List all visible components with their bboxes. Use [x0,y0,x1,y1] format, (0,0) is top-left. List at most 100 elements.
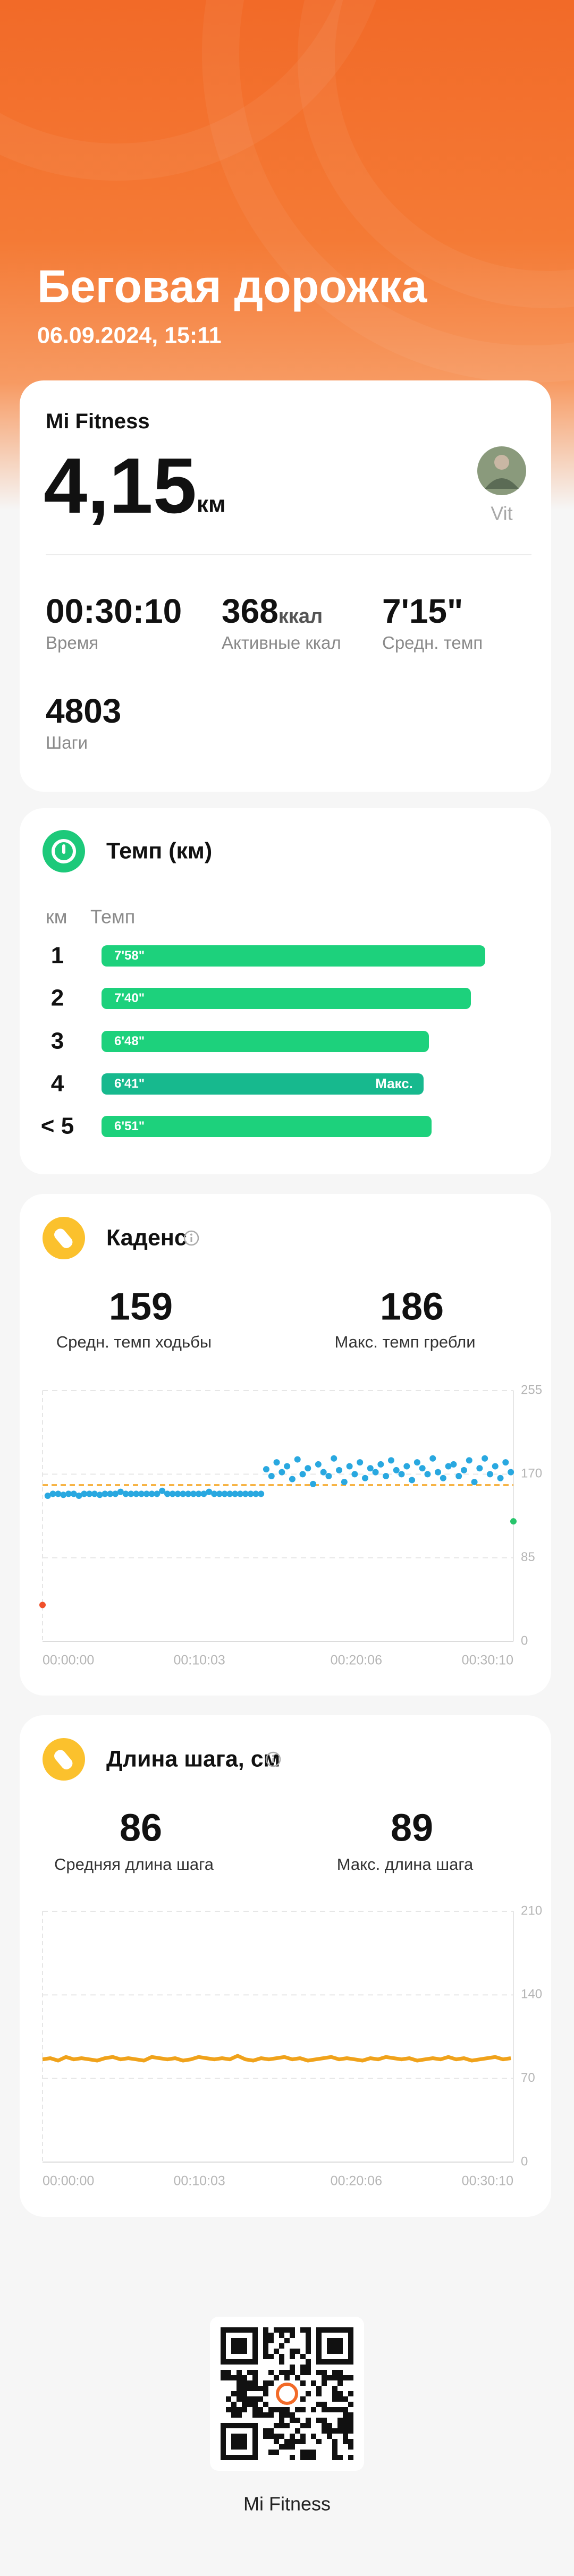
qr-module [221,2327,226,2333]
qr-module [327,2343,332,2349]
qr-module [226,2407,231,2412]
qr-module [348,2375,353,2380]
qr-module [268,2428,274,2434]
qr-module [332,2407,337,2412]
qr-module [348,2423,353,2428]
data-point [252,1490,259,1497]
section-title: Каденс [106,1225,187,1251]
page-title: Беговая дорожка [37,261,427,312]
qr-module [300,2434,306,2439]
cadence-chart: 0 85 170 255 00:00:00 00:10:03 00:20:06 00:30:1… [39,1383,542,1668]
y-tick-label: 140 [521,1987,542,2002]
qr-module [327,2349,332,2354]
qr-module [311,2450,316,2455]
data-point [143,1490,150,1497]
stride-icon [43,1738,85,1781]
qr-module [290,2365,295,2370]
data-point [164,1490,171,1497]
qr-module [300,2439,306,2444]
qr-module [284,2338,290,2343]
data-point [200,1490,207,1497]
qr-module [337,2338,343,2343]
qr-module [316,2359,322,2365]
qr-module [337,2455,343,2460]
qr-module [268,2354,274,2359]
qr-module [242,2439,247,2444]
qr-module [332,2396,337,2402]
section-title: Длина шага, см [106,1746,281,1772]
qr-module [279,2327,284,2333]
qr-module [268,2434,274,2439]
qr-module [252,2434,258,2439]
qr-module [306,2365,311,2370]
qr-module [306,2343,311,2349]
qr-module [252,2386,258,2391]
pace-label: 7'58" [114,948,145,963]
qr-module [252,2396,258,2402]
data-point [320,1469,327,1476]
qr-module [332,2391,337,2396]
qr-module [343,2396,348,2402]
qr-module [274,2375,279,2380]
qr-module [327,2359,332,2365]
qr-module [221,2375,226,2380]
qr-module [242,2444,247,2450]
qr-module [322,2423,327,2428]
qr-module [327,2428,332,2434]
qr-module [242,2349,247,2354]
qr-module [300,2354,306,2359]
qr-module [231,2327,237,2333]
data-point [39,1601,46,1608]
data-point [154,1490,161,1497]
qr-module [348,2391,353,2396]
qr-module [332,2428,337,2434]
qr-module [322,2402,327,2407]
qr-module [337,2396,343,2402]
qr-module [252,2343,258,2349]
data-point [268,1473,275,1480]
qr-module [327,2407,332,2412]
stat-value: 86 [119,1807,163,1850]
data-point [180,1490,187,1497]
qr-module [221,2428,226,2434]
qr-module [284,2439,290,2444]
data-point [185,1490,192,1497]
qr-module [242,2359,247,2365]
qr-module [322,2380,327,2386]
qr-module [242,2380,247,2386]
qr-module [237,2343,242,2349]
qr-module [300,2423,306,2428]
qr-module [247,2423,252,2428]
qr-module [279,2434,284,2439]
qr-module [242,2455,247,2460]
data-point [195,1490,202,1497]
data-point [377,1461,384,1468]
data-point [299,1471,306,1478]
data-point [65,1490,72,1497]
qr-module [306,2359,311,2365]
qr-module [263,2349,268,2354]
qr-module [242,2434,247,2439]
qr-module [221,2338,226,2343]
data-point [455,1473,462,1480]
qr-module [332,2375,337,2380]
data-point [284,1463,291,1470]
info-icon[interactable] [183,1230,200,1247]
info-icon[interactable] [265,1751,282,1768]
qr-module [252,2455,258,2460]
qr-module [337,2380,343,2386]
data-point [247,1490,254,1497]
y-tick-label: 85 [521,1550,535,1564]
qr-module [290,2333,295,2338]
stat-value: 368ккал [222,592,323,631]
qr-module [332,2359,337,2365]
qr-module [263,2380,268,2386]
data-point [216,1490,223,1497]
qr-module [306,2423,311,2428]
qr-module [247,2370,252,2375]
qr-module [226,2396,231,2402]
qr-module [332,2338,337,2343]
qr-module [327,2375,332,2380]
max-badge: Макс. [375,1075,413,1091]
